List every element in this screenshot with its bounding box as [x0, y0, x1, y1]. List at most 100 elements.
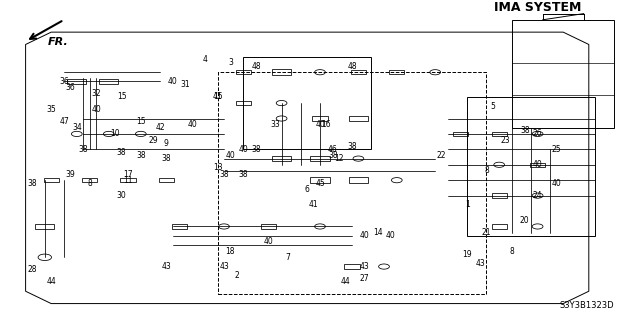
Text: 44: 44 [46, 278, 56, 286]
Text: 40: 40 [264, 237, 274, 246]
Text: 25: 25 [552, 145, 562, 154]
Bar [310, 156, 330, 161]
Text: 28: 28 [28, 265, 36, 274]
Text: 39: 39 [65, 169, 76, 179]
Text: 40: 40 [360, 231, 370, 240]
Text: 38: 38 [78, 145, 88, 154]
Text: 38: 38 [520, 126, 530, 135]
Bar [243, 57, 371, 149]
Text: 5: 5 [490, 102, 495, 111]
Text: 40: 40 [91, 105, 101, 114]
Text: 48: 48 [251, 62, 261, 70]
Bar [492, 224, 507, 229]
Bar [530, 163, 545, 167]
Text: 1: 1 [465, 200, 470, 209]
Bar [349, 177, 368, 183]
Text: 7: 7 [285, 253, 291, 262]
Text: 41: 41 [308, 200, 319, 209]
Text: 27: 27 [360, 274, 370, 283]
Text: 38: 38 [219, 169, 229, 179]
Text: 21: 21 [482, 228, 491, 237]
Bar [236, 70, 251, 74]
Bar [492, 132, 507, 136]
Text: 38: 38 [238, 169, 248, 179]
Bar [312, 116, 328, 121]
Text: 9: 9 [164, 139, 169, 148]
Text: 43: 43 [475, 259, 485, 268]
Text: 34: 34 [72, 123, 82, 132]
Text: 36: 36 [59, 77, 69, 86]
Bar [512, 20, 614, 128]
Text: 26: 26 [532, 130, 543, 138]
Text: 30: 30 [116, 191, 127, 200]
Text: 38: 38 [116, 148, 127, 157]
Text: 19: 19 [462, 250, 472, 259]
Text: 48: 48 [347, 62, 357, 70]
Bar [389, 70, 404, 74]
Text: 15: 15 [136, 117, 146, 126]
Text: 40: 40 [238, 145, 248, 154]
Text: 45: 45 [315, 179, 325, 188]
Text: 40: 40 [225, 151, 236, 160]
Text: 3: 3 [228, 58, 233, 68]
Bar [492, 193, 507, 198]
Bar [35, 224, 54, 229]
Text: 4: 4 [202, 56, 207, 64]
Text: 44: 44 [340, 278, 351, 286]
Text: 17: 17 [123, 169, 133, 179]
Bar [272, 156, 291, 161]
Text: 43: 43 [219, 262, 229, 271]
Bar [272, 70, 291, 75]
Text: 13: 13 [212, 163, 223, 172]
Bar [453, 132, 468, 136]
Text: 20: 20 [520, 216, 530, 225]
Text: 40: 40 [187, 120, 197, 129]
Text: 40: 40 [168, 77, 178, 86]
Bar [44, 178, 59, 182]
Bar [261, 224, 276, 229]
Text: 41: 41 [212, 93, 223, 101]
Text: 23: 23 [500, 136, 511, 145]
Bar [236, 101, 251, 105]
Text: 22: 22 [437, 151, 446, 160]
Text: 31: 31 [180, 80, 191, 89]
Bar [67, 79, 86, 84]
Bar [351, 70, 366, 74]
Text: 38: 38 [347, 142, 357, 151]
Text: 35: 35 [46, 105, 56, 114]
Bar [467, 97, 595, 236]
Text: 15: 15 [116, 93, 127, 101]
Text: 36: 36 [65, 83, 76, 92]
Text: 43: 43 [161, 262, 172, 271]
Text: 14: 14 [372, 228, 383, 237]
Text: 16: 16 [321, 120, 332, 129]
Bar [120, 178, 136, 182]
Text: 33: 33 [270, 120, 280, 129]
Text: 10: 10 [110, 130, 120, 138]
Bar [159, 178, 174, 182]
Text: 8: 8 [87, 179, 92, 188]
Text: 8: 8 [484, 167, 489, 175]
Bar [99, 79, 118, 84]
Text: 18: 18 [226, 247, 235, 256]
Text: 47: 47 [59, 117, 69, 126]
Bar [344, 264, 360, 269]
Text: 38: 38 [251, 145, 261, 154]
Bar [349, 116, 368, 121]
Bar [172, 224, 187, 229]
Text: FR.: FR. [48, 37, 68, 47]
Bar [218, 72, 486, 294]
Text: 8: 8 [509, 247, 515, 256]
Text: S3Y3B1323D: S3Y3B1323D [560, 301, 614, 310]
Text: 24: 24 [532, 191, 543, 200]
Text: 29: 29 [148, 136, 159, 145]
Text: 40: 40 [552, 179, 562, 188]
Text: 38: 38 [27, 179, 37, 188]
Text: 38: 38 [161, 154, 172, 163]
Text: 42: 42 [155, 123, 165, 132]
Text: 40: 40 [385, 231, 396, 240]
Text: 32: 32 [91, 89, 101, 98]
Text: 38: 38 [328, 151, 338, 160]
Text: 43: 43 [360, 262, 370, 271]
Bar [310, 177, 330, 183]
